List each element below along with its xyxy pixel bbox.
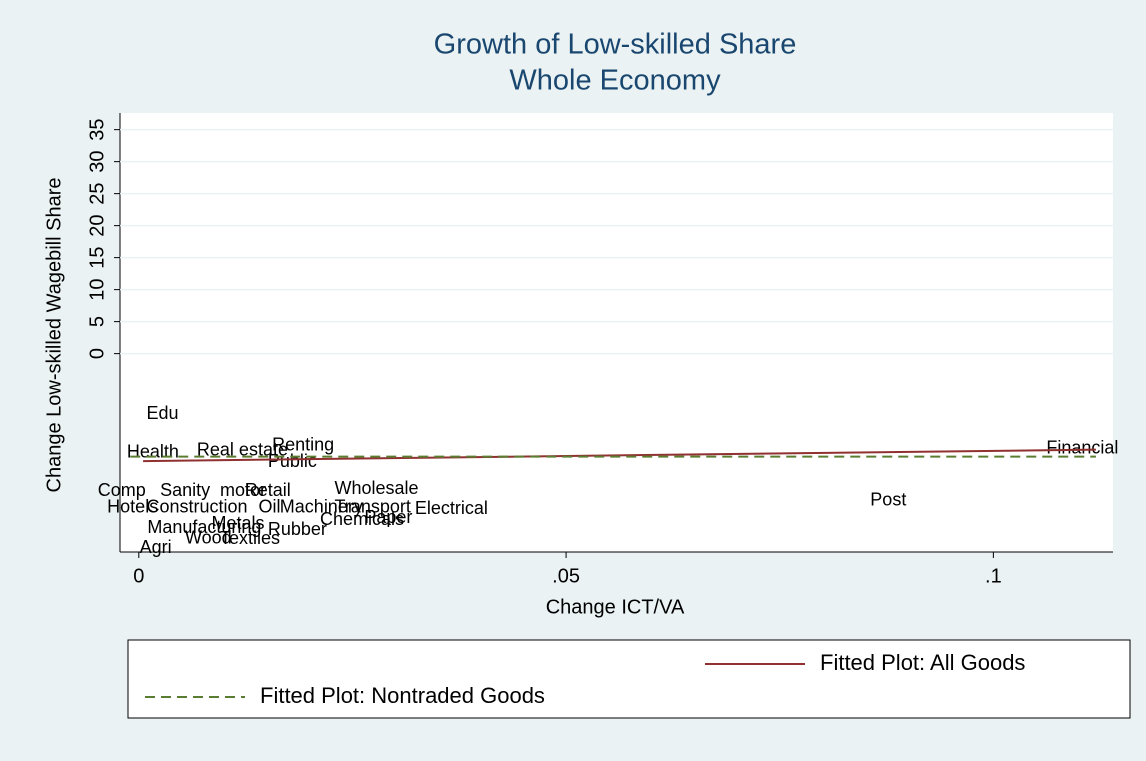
point-label: Manufacturing xyxy=(147,517,261,537)
point-label: Paper xyxy=(364,507,412,527)
point-label: Retail xyxy=(245,480,291,500)
point-label: Public xyxy=(268,451,317,471)
x-tick-label: 0 xyxy=(133,565,144,587)
point-label: Electrical xyxy=(415,498,488,518)
point-label: Transport xyxy=(334,497,410,517)
point-label: Textiles xyxy=(220,528,280,548)
point-label: Rubber xyxy=(268,519,327,539)
legend-label: Fitted Plot: All Goods xyxy=(820,650,1025,675)
point-label: Wholesale xyxy=(334,478,418,498)
point-label: Wood xyxy=(185,527,232,547)
fit-line xyxy=(143,448,1096,463)
point-label: Metals xyxy=(211,513,264,533)
point-label: Oil xyxy=(258,497,280,517)
point-label: Edu xyxy=(146,403,178,423)
point-label: Financial xyxy=(1046,438,1118,458)
legend-label: Fitted Plot: Nontraded Goods xyxy=(260,683,545,708)
y-tick-label: 5 xyxy=(86,316,108,327)
x-axis-label: Change ICT/VA xyxy=(546,596,685,618)
point-label: Sanity xyxy=(160,480,210,500)
plot-area xyxy=(120,113,1113,552)
x-tick-label: .1 xyxy=(985,565,1002,587)
point-label: Chemicals xyxy=(320,509,404,529)
point-label: Real estate xyxy=(197,440,288,460)
chart-subtitle: Whole Economy xyxy=(509,65,721,97)
point-label: Machinery xyxy=(280,497,363,517)
x-tick-label: .05 xyxy=(552,565,580,587)
point-label: Construction xyxy=(146,497,247,517)
y-tick-label: 20 xyxy=(86,215,108,237)
point-label: motor xyxy=(220,480,266,500)
point-label: Comp xyxy=(98,480,146,500)
y-tick-label: 0 xyxy=(86,348,108,359)
y-tick-label: 15 xyxy=(86,247,108,269)
chart-title: Growth of Low-skilled Share xyxy=(434,29,797,61)
point-label: Hotels xyxy=(107,497,158,517)
y-tick-label: 10 xyxy=(86,278,108,300)
y-tick-label: 30 xyxy=(86,151,108,173)
point-label: Agri xyxy=(140,537,172,557)
point-label: Renting xyxy=(272,435,334,455)
point-label: Health xyxy=(127,442,179,462)
y-axis-label: Change Low-skilled Wagebill Share xyxy=(43,178,65,493)
y-tick-label: 25 xyxy=(86,183,108,205)
legend xyxy=(127,639,1131,719)
point-label: Post xyxy=(870,490,906,510)
y-tick-label: 35 xyxy=(86,119,108,141)
